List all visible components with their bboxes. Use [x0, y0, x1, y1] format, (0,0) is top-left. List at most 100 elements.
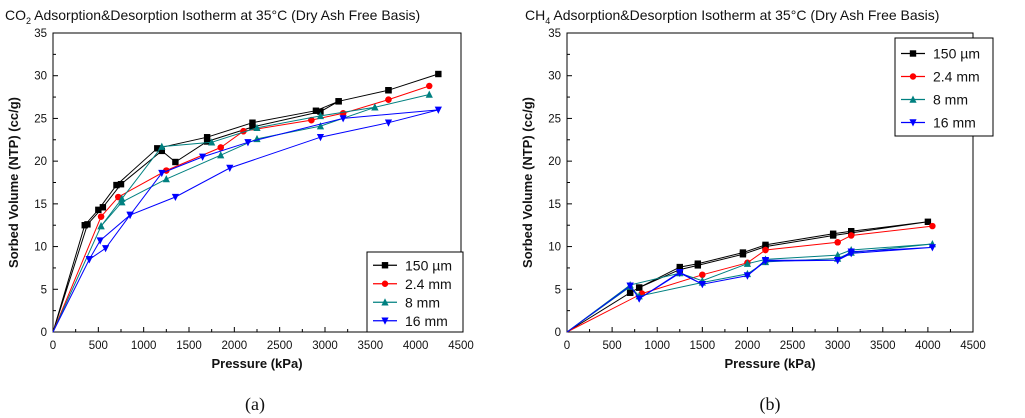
chart-a: CO2 Adsorption&Desorption Isotherm at 35…: [5, 7, 474, 415]
data-point: [158, 169, 166, 178]
series-0: [52, 70, 442, 333]
x-tick-label: 4000: [915, 340, 941, 352]
x-tick-label: 1500: [690, 340, 716, 352]
data-point: [626, 282, 634, 290]
y-tick-label: 20: [548, 156, 561, 168]
data-point: [928, 244, 936, 252]
legend-label: 150 µm: [405, 257, 452, 273]
series-line: [52, 73, 439, 333]
data-point: [126, 211, 134, 219]
y-tick-label: 15: [548, 199, 561, 211]
data-point: [96, 237, 104, 245]
x-tick-label: 1000: [131, 340, 157, 352]
legend-marker: [381, 298, 389, 306]
data-point: [694, 262, 702, 269]
data-point: [761, 257, 770, 266]
data-point: [848, 232, 855, 239]
data-point: [249, 123, 256, 131]
y-axis-label: Sorbed Volume (NTP) (cc/g): [6, 97, 21, 268]
y-axis-label: Sorbed Volume (NTP) (cc/g): [520, 97, 535, 268]
data-point: [203, 138, 211, 145]
x-tick-label: 4000: [403, 340, 429, 352]
data-point: [676, 269, 684, 278]
y-tick-label: 35: [548, 28, 561, 40]
y-tick-label: 25: [34, 113, 47, 125]
data-point: [385, 96, 392, 103]
chart-b: CH4 Adsorption&Desorption Isotherm at 35…: [520, 7, 994, 415]
data-point: [924, 218, 932, 225]
x-tick-label: 4500: [960, 340, 986, 352]
data-point: [226, 164, 234, 172]
legend-label: 16 mm: [933, 115, 976, 131]
data-point: [834, 257, 842, 265]
data-point: [316, 122, 325, 130]
series-1: [566, 222, 936, 333]
data-point: [384, 119, 393, 127]
data-point: [208, 138, 216, 146]
data-point: [929, 222, 936, 230]
y-tick-label: 20: [34, 156, 47, 168]
data-point: [312, 107, 320, 114]
x-tick-label: 500: [603, 340, 622, 352]
series-1: [52, 82, 433, 333]
data-point: [425, 90, 433, 98]
data-point: [172, 158, 179, 166]
x-tick-label: 500: [89, 340, 108, 352]
legend-marker: [909, 119, 917, 127]
data-point: [698, 280, 706, 289]
y-tick-label: 30: [34, 71, 47, 83]
x-tick-label: 3500: [870, 340, 896, 352]
data-point: [249, 119, 256, 126]
chart-title: CH4 Adsorption&Desorption Isotherm at 35…: [525, 7, 939, 26]
data-point: [253, 123, 261, 132]
data-point: [829, 232, 837, 239]
legend-label: 2.4 mm: [405, 276, 452, 292]
y-tick-label: 35: [34, 28, 47, 40]
legend: 150 µm 2.4 mm 8 mm 16 mm: [894, 37, 994, 137]
y-tick-label: 10: [548, 242, 561, 254]
data-point: [97, 213, 105, 220]
y-tick-label: 15: [34, 199, 47, 211]
legend-label: 8 mm: [405, 294, 440, 310]
data-point: [635, 284, 643, 291]
series-3: [566, 244, 936, 333]
data-point: [85, 256, 93, 264]
data-point: [158, 142, 166, 150]
x-axis-label: Pressure (kPa): [724, 356, 815, 371]
data-point: [426, 82, 433, 90]
x-tick-label: 0: [564, 340, 570, 352]
y-tick-label: 30: [548, 71, 561, 83]
x-tick-label: 0: [50, 340, 56, 352]
data-point: [199, 153, 207, 161]
x-axis-label: Pressure (kPa): [211, 356, 302, 371]
data-point: [99, 204, 107, 211]
data-point: [435, 70, 442, 78]
data-point: [316, 111, 325, 120]
legend-marker: [909, 95, 917, 103]
data-point: [317, 108, 324, 115]
data-point: [115, 193, 122, 201]
data-point: [762, 246, 769, 254]
series-line: [566, 225, 933, 333]
data-point: [335, 98, 342, 105]
data-point: [371, 103, 379, 111]
x-tick-label: 1500: [176, 340, 202, 352]
data-point: [154, 145, 161, 152]
data-point: [118, 198, 126, 206]
data-point: [635, 295, 643, 303]
data-point: [743, 272, 752, 280]
legend: 150 µm 2.4 mm 8 mm 16 mm: [366, 251, 464, 333]
data-point: [97, 222, 105, 230]
x-tick-label: 1000: [644, 340, 670, 352]
legend-label: 16 mm: [405, 313, 448, 329]
data-point: [385, 87, 392, 94]
data-point: [217, 144, 224, 151]
legend-marker: [381, 262, 389, 269]
data-point: [739, 251, 747, 258]
x-tick-label: 2000: [735, 340, 761, 352]
data-point: [626, 289, 634, 296]
data-point: [217, 151, 225, 159]
data-point: [762, 243, 769, 250]
y-tick-label: 25: [548, 113, 561, 125]
